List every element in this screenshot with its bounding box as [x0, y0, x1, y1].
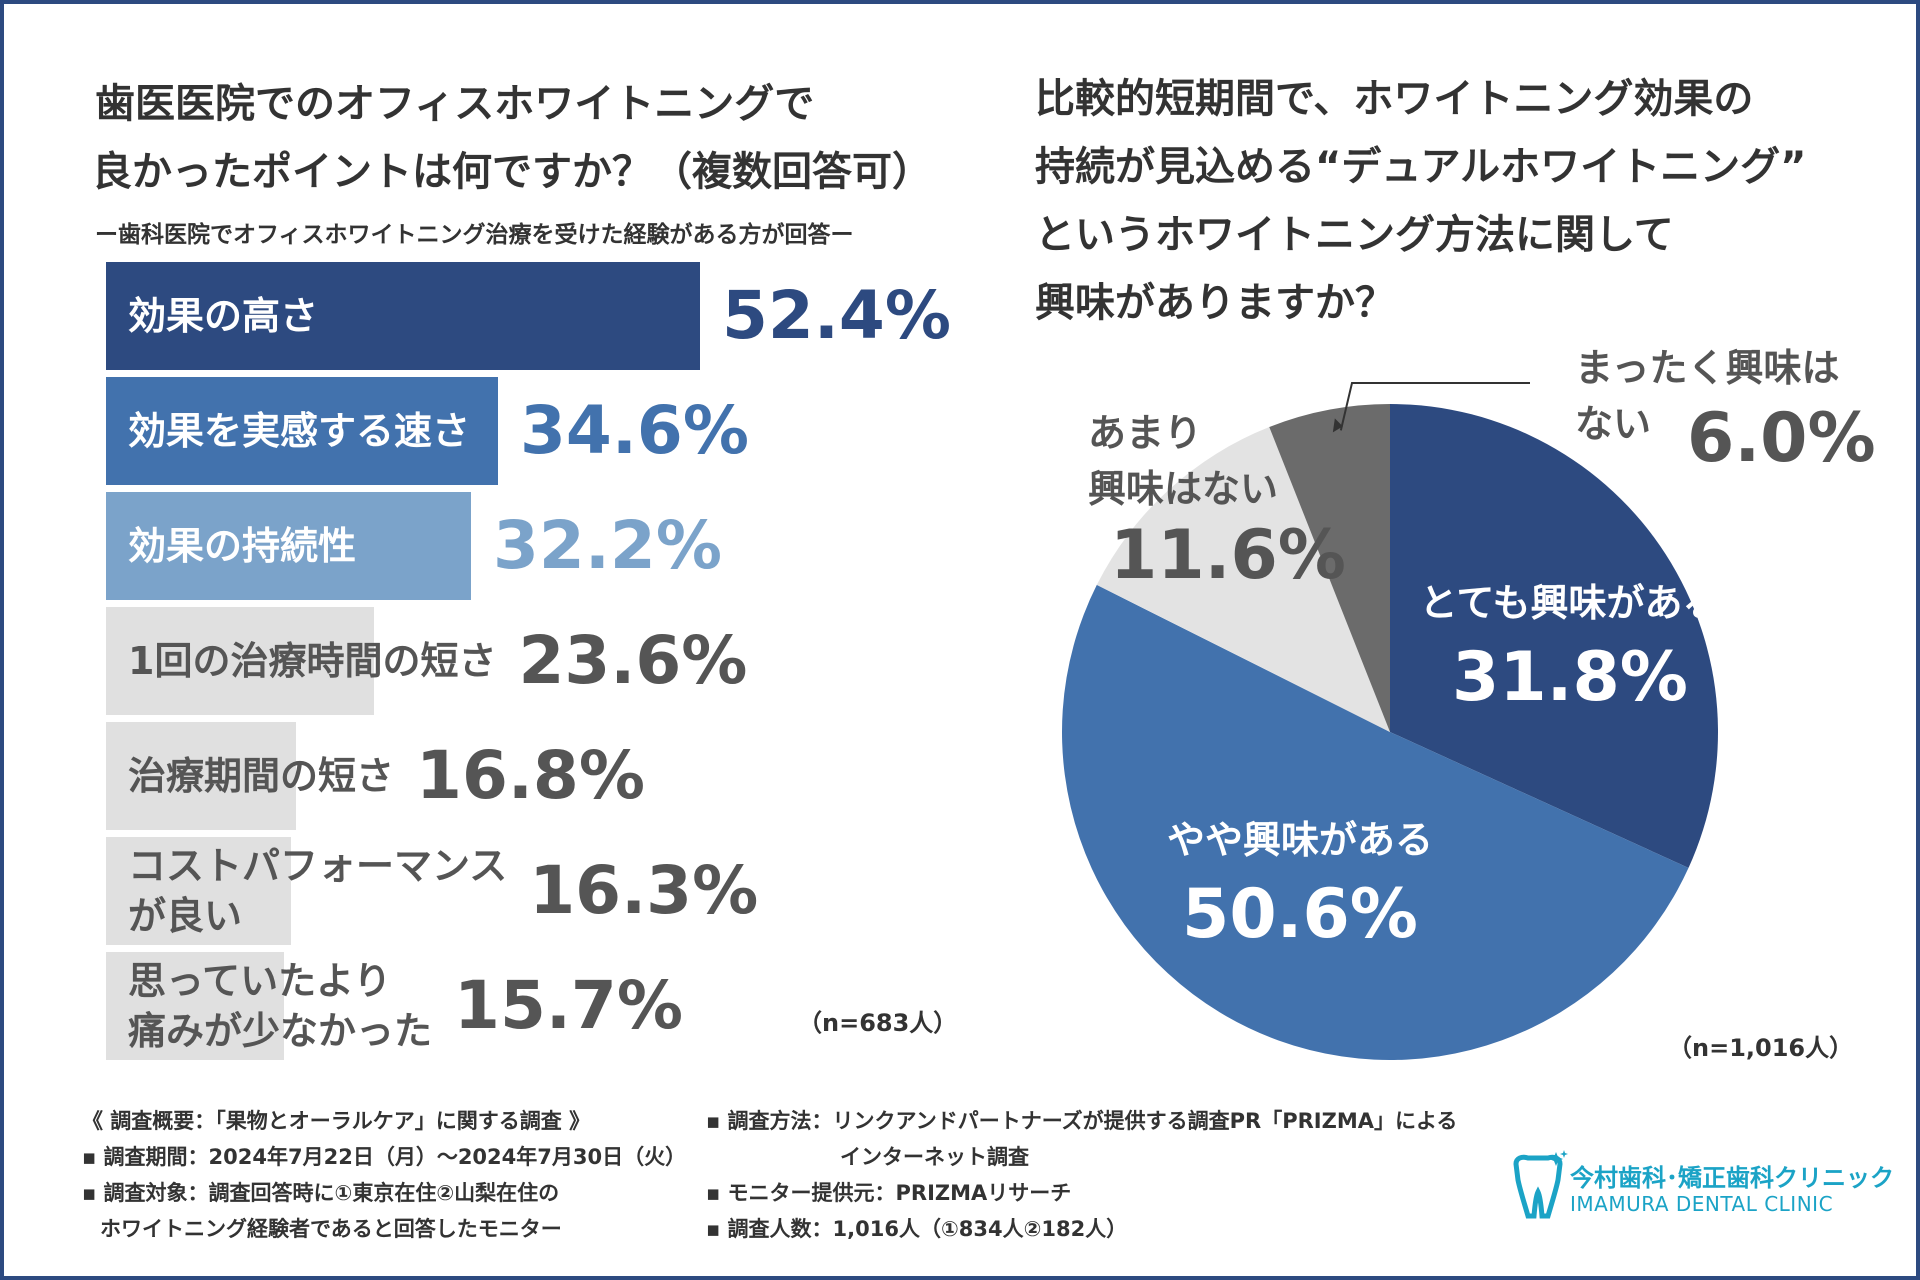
footer-survey-overview: 《 調査概要：「果物とオーラルケア」に関する調査 》 [82, 1109, 591, 1133]
footer-respondents: ▪ 調査人数：1,016人（①834人②182人） [706, 1217, 1128, 1241]
bar-label-line: コストパフォーマンス [128, 844, 508, 888]
bar-label-5: 治療期間の短さ [128, 751, 394, 801]
bar-1 [106, 262, 700, 370]
tooth-logo-icon [1513, 1150, 1568, 1219]
bar-value-3: 32.2% [493, 507, 722, 584]
pie-value-label: 50.6% [1182, 875, 1418, 954]
bar-3 [106, 492, 471, 600]
pie-category-line: やや興味がある [1166, 818, 1433, 862]
pie-category-line: まったく興味は [1575, 346, 1840, 390]
pie-category-line: とても興味がある [1419, 581, 1721, 625]
pie-chart-title-line2: 持続が見込める“デュアルホワイトニング” [1035, 144, 1807, 190]
clinic-name-en: IMAMURA DENTAL CLINIC [1570, 1192, 1834, 1216]
bar-label-line: 思っていたより [128, 959, 392, 1003]
pie-chart-title-line1: 比較的短期間で、ホワイトニング効果の [1035, 76, 1754, 122]
bar-6 [106, 837, 291, 945]
bar-label-line: 痛みが少なかった [128, 1009, 433, 1053]
footer-survey-period: ▪ 調査期間：2024年7月22日（月）～2024年7月30日（火） [82, 1145, 687, 1169]
bar-label-line: 1回の治療時間の短さ [128, 639, 497, 683]
bar-label-2: 効果を実感する速さ [128, 406, 470, 456]
pie-category-label: やや興味がある [1167, 812, 1433, 868]
bar-4 [106, 607, 374, 715]
pie-chart-sample-size: （n=1,016人） [1668, 1034, 1854, 1062]
clinic-name-jp: 今村歯科･矯正歯科クリニック [1570, 1164, 1894, 1192]
bar-5 [106, 722, 296, 830]
pie-label-3: あまり 興味はない 11.6% [1088, 405, 1346, 595]
footer-survey-method-cont: インターネット調査 [840, 1145, 1029, 1169]
bar-label-1: 効果の高さ [128, 291, 318, 341]
bar-value-2: 34.6% [520, 392, 749, 469]
pie-slice-1 [1390, 404, 1718, 868]
pie-chart-title-line3: というホワイトニング方法に関して [1035, 212, 1674, 258]
pie-slice-3 [1096, 427, 1390, 732]
pie-value-label: 6.0% [1687, 399, 1876, 478]
pie-label-4: まったく興味は ない 6.0% [1575, 340, 1876, 478]
bar-chart-title-line2: 良かったポイントは何ですか？（複数回答可） [92, 149, 932, 195]
bar-chart-title-line1: 歯医医院でのオフィスホワイトニングで [95, 81, 815, 127]
bar-label-line: 治療期間の短さ [128, 754, 395, 798]
pie-label-1: とても興味がある 31.8% [1420, 575, 1721, 717]
pie-category-label: まったく興味は ない [1575, 340, 1839, 452]
pie-leader-line [1339, 382, 1530, 431]
clinic-logo: 今村歯科･矯正歯科クリニック IMAMURA DENTAL CLINIC [1508, 1150, 1894, 1230]
bar-value-1: 52.4% [722, 277, 951, 354]
pie-slice-4 [1269, 404, 1390, 732]
bar-value-6: 16.3% [529, 852, 759, 929]
pie-category-line: ない [1575, 402, 1652, 446]
pie-category-label: とても興味がある [1420, 575, 1721, 631]
footer-survey-target: ▪ 調査対象：調査回答時に①東京在住②山梨在住の [82, 1181, 560, 1205]
pie-category-label: あまり 興味はない [1088, 405, 1346, 517]
bar-label-line: 効果を実感する速さ [128, 409, 471, 453]
bar-label-7: 思っていたより 痛みが少なかった [128, 956, 432, 1056]
pie-category-line: あまり [1088, 411, 1203, 455]
bar-value-5: 16.8% [416, 737, 645, 814]
bar-label-4: 1回の治療時間の短さ [128, 636, 496, 686]
footer-survey-target-cont: ホワイトニング経験者であると回答したモニター [100, 1217, 562, 1241]
footer-survey-method: ▪ 調査方法：リンクアンドパートナーズが提供する調査PR「PRIZMA」による [706, 1109, 1458, 1133]
bar-label-line: 効果の持続性 [128, 524, 357, 568]
bar-value-7: 15.7% [454, 967, 683, 1044]
pie-leader-arrow [1332, 418, 1343, 433]
bar-chart: 効果の高さ効果を実感する速さ 効果の持続性 1回の治療時間の短さ 治療期間の短さコスト… [0, 0, 1000, 1100]
footer-monitor-provider: ▪ モニター提供元：PRIZMAリサーチ [706, 1181, 1072, 1205]
pie-chart-title-line4: 興味がありますか？ [1035, 280, 1395, 326]
bar-chart-sample-size: （n=683人） [798, 1009, 958, 1037]
pie-value-label: 31.8% [1452, 638, 1688, 717]
bar-chart-subtitle: ー歯科医院でオフィスホワイトニング治療を受けた経験がある方が回答ー [95, 222, 854, 248]
bar-label-line: 効果の高さ [128, 294, 319, 338]
bar-2 [106, 377, 498, 485]
pie-category-line: 興味はない [1088, 467, 1279, 511]
bar-label-3: 効果の持続性 [128, 521, 356, 571]
bar-label-6: コストパフォーマンス が良い [128, 841, 507, 941]
pie-slice-2 [1061, 584, 1689, 1061]
pie-value-label: 11.6% [1110, 516, 1346, 595]
bar-value-4: 23.6% [518, 622, 748, 699]
pie-label-2: やや興味がある 50.6% [1167, 812, 1433, 954]
bar-label-line: が良い [128, 894, 243, 938]
bar-7 [106, 952, 284, 1060]
